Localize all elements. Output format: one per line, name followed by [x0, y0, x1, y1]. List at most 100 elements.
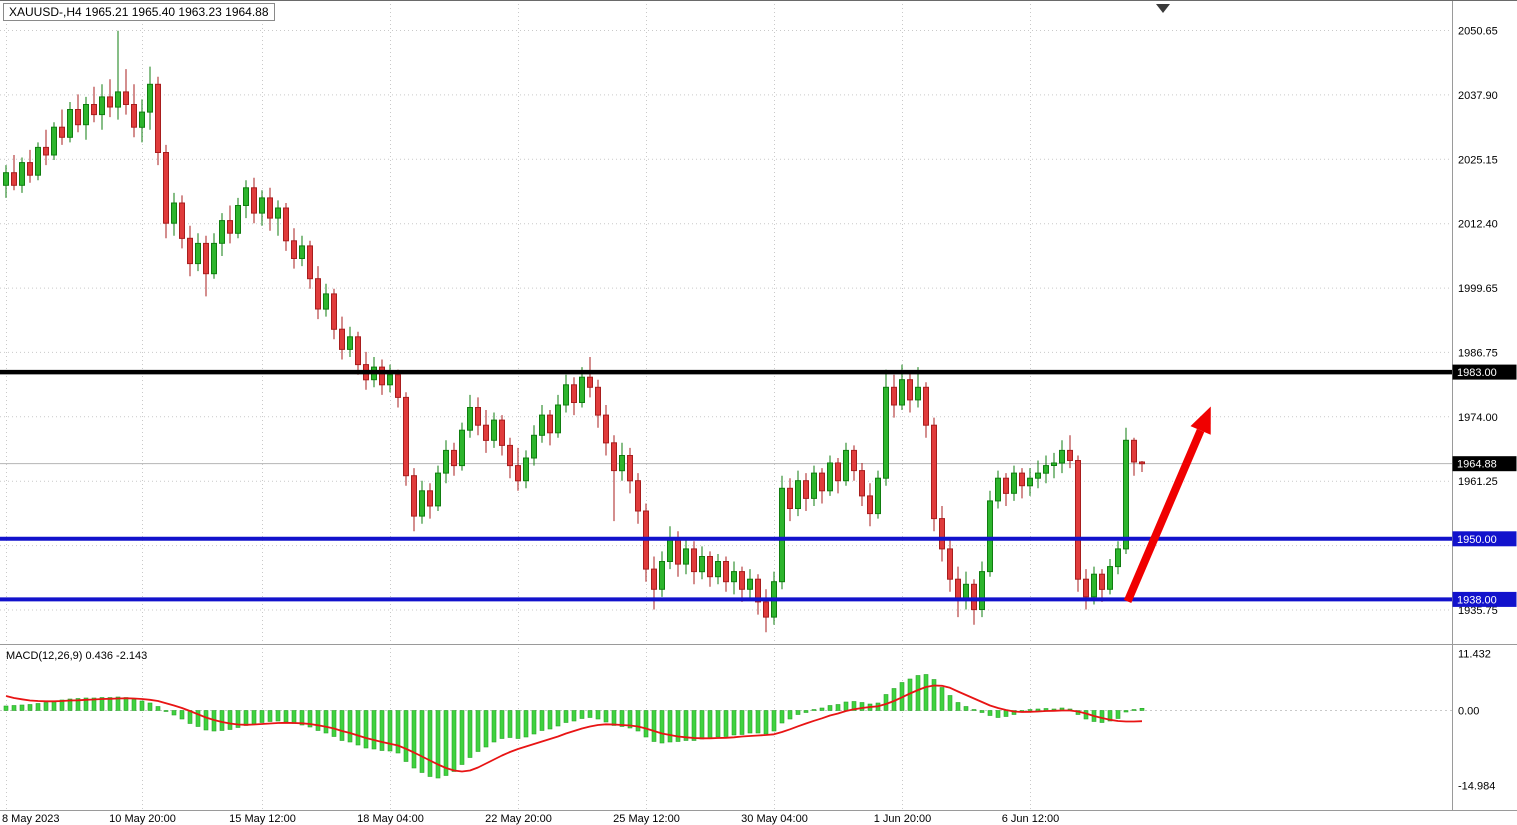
- macd-histogram-bar: [843, 701, 849, 711]
- price-badge: [1452, 364, 1517, 380]
- candle-bear: [803, 480, 809, 499]
- macd-histogram-bar: [1139, 707, 1145, 711]
- macd-histogram-bar: [107, 697, 113, 711]
- candle-bear: [835, 462, 841, 482]
- macd-histogram-bar: [707, 710, 713, 739]
- macd-histogram-bar: [91, 697, 97, 711]
- candle-bull: [1107, 566, 1113, 590]
- macd-histogram-bar: [1035, 708, 1041, 711]
- candle-bear: [691, 548, 697, 573]
- time-axis-label: 1 Jun 20:00: [874, 813, 932, 825]
- time-axis-scale[interactable]: [0, 811, 1452, 825]
- macd-histogram-bar: [603, 710, 609, 723]
- candle-bear: [611, 442, 617, 472]
- candle-bear: [819, 472, 825, 492]
- price-badge: [1452, 456, 1517, 472]
- macd-histogram-bar: [555, 710, 561, 727]
- macd-histogram-bar: [539, 710, 545, 731]
- macd-histogram-bar: [267, 710, 273, 722]
- candle-bear: [923, 386, 929, 426]
- macd-histogram-bar: [363, 710, 369, 749]
- candle-bear: [707, 556, 713, 578]
- macd-axis-label: 0.00: [1458, 706, 1479, 718]
- candle-bear: [315, 278, 321, 310]
- candle-bull: [467, 407, 473, 431]
- macd-histogram-bar: [1027, 709, 1033, 711]
- candle-bear: [587, 376, 593, 388]
- candle-bull: [979, 571, 985, 610]
- macd-histogram-bar: [883, 694, 889, 711]
- time-axis-label: 30 May 04:00: [741, 813, 808, 825]
- candle-bull: [1123, 439, 1129, 550]
- level-lines-layer: [0, 369, 1452, 602]
- candle-bear: [451, 449, 457, 467]
- candle-bear: [307, 245, 313, 280]
- candle-bear: [339, 328, 345, 350]
- candle-bear: [571, 384, 577, 403]
- candle-bull: [435, 472, 441, 507]
- candle-bull: [619, 455, 625, 472]
- macd-histogram-bar: [331, 710, 337, 737]
- candle-bear: [763, 601, 769, 618]
- candle-bear: [59, 126, 65, 138]
- trend-arrow-head[interactable]: [1190, 406, 1211, 435]
- candle-bull: [995, 477, 1001, 502]
- candle-bear: [75, 109, 81, 126]
- macd-histogram-bar: [979, 710, 985, 713]
- candle-bear: [955, 578, 961, 600]
- macd-histogram-bar: [243, 710, 249, 726]
- candle-bear: [483, 424, 489, 441]
- price-axis-scale[interactable]: [1452, 0, 1517, 810]
- candle-bear: [947, 548, 953, 580]
- trend-arrow-shaft[interactable]: [1123, 428, 1205, 603]
- candle-bear: [859, 470, 865, 497]
- candle-bear: [547, 414, 553, 434]
- macd-histogram-bar: [259, 710, 265, 723]
- candle-bull: [419, 490, 425, 517]
- candle-bull: [51, 126, 57, 156]
- candle-bull: [875, 477, 881, 515]
- chart-plot-area[interactable]: [0, 0, 1452, 644]
- macd-histogram-bar: [51, 700, 57, 711]
- candle-bear: [427, 490, 433, 507]
- macd-histogram-bar: [251, 710, 257, 725]
- price-axis-label: 1974.00: [1458, 412, 1498, 424]
- auto-scroll-marker-icon: [1156, 4, 1170, 13]
- time-axis-label: 6 Jun 12:00: [1002, 813, 1060, 825]
- time-axis[interactable]: 8 May 2023 10 May 20:00 15 May 12:00 18 May…: [2, 813, 1059, 825]
- time-axis-label: 25 May 12:00: [613, 813, 680, 825]
- trend-arrow[interactable]: [1123, 406, 1211, 603]
- candle-bull: [523, 457, 529, 482]
- macd-histogram-bar: [755, 710, 761, 734]
- price-axis[interactable]: 2050.65 2037.90 2025.15 2012.40 1999.65 1986.…: [1452, 26, 1517, 793]
- macd-histogram-bar: [723, 710, 729, 737]
- candle-bull: [1091, 573, 1097, 598]
- candle-bear: [595, 386, 601, 416]
- candle-bull: [147, 83, 153, 113]
- candle-bear: [203, 242, 209, 275]
- candle-bull: [243, 187, 249, 207]
- candle-bear: [11, 172, 17, 186]
- candle-bull: [659, 561, 665, 590]
- price-badge: [1452, 591, 1517, 607]
- macd-histogram-bar: [27, 704, 33, 711]
- candle-bear: [155, 83, 161, 153]
- macd-histogram-bar: [859, 702, 865, 711]
- macd-axis-label: 11.432: [1458, 648, 1491, 660]
- macd-histogram-bar: [307, 710, 313, 728]
- candle-bull: [899, 379, 905, 406]
- price-badge-label: 1964.88: [1457, 459, 1497, 471]
- macd-histogram-bar: [427, 710, 433, 777]
- macd-histogram-bar: [635, 710, 641, 732]
- candle-bear: [283, 207, 289, 242]
- macd-histogram-bar: [771, 710, 777, 732]
- candle-bear: [331, 293, 337, 330]
- candle-bull: [531, 434, 537, 459]
- price-badge-label: 1950.00: [1457, 534, 1497, 546]
- candle-bear: [1003, 477, 1009, 494]
- macd-histogram-bar: [987, 710, 993, 716]
- macd-histogram-bar: [387, 710, 393, 752]
- candle-bull: [699, 556, 705, 573]
- macd-histogram-bar: [315, 710, 321, 731]
